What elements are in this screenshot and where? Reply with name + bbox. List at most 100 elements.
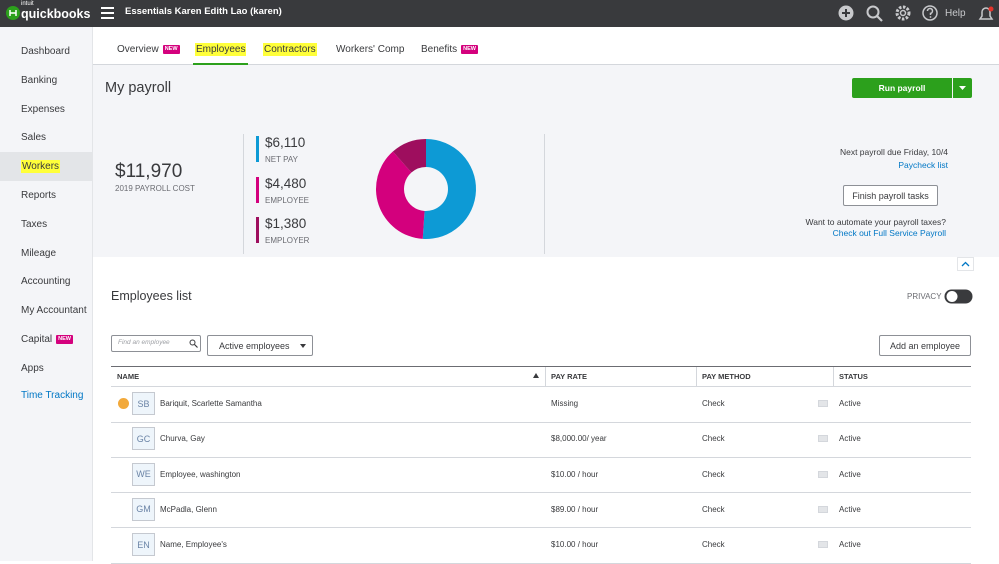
new-badge: NEW	[461, 44, 478, 54]
employee-avatar: GC	[132, 427, 155, 451]
tab[interactable]: Contractors	[263, 43, 317, 65]
privacy-label: PRIVACY	[907, 292, 942, 301]
pay-method-icon	[818, 505, 828, 513]
donut-slice	[392, 139, 426, 173]
toolbar-icons[interactable]	[837, 4, 999, 24]
logo[interactable]: quickbooks	[21, 7, 91, 21]
nav-item[interactable]: Expenses	[0, 95, 93, 124]
logo-icon	[6, 6, 20, 20]
pay-method: Check	[702, 469, 725, 479]
tab-bar: Overview NEW Employees Contractors Workers' …	[93, 27, 999, 65]
menu-icon[interactable]	[101, 7, 115, 19]
breakdown-amount: $1,380	[265, 216, 307, 231]
header-border	[111, 386, 971, 387]
run-payroll-button[interactable]: Run payroll	[852, 78, 952, 98]
nav-label: Expenses	[21, 103, 65, 115]
pay-rate: $10.00 / hour	[551, 469, 599, 479]
nav-item[interactable]: Sales	[0, 123, 93, 152]
nav-item[interactable]: Workers	[0, 152, 93, 182]
nav-item[interactable]: Mileage	[0, 239, 93, 268]
tab[interactable]: Employees	[193, 43, 249, 65]
nav-label: Banking	[21, 74, 58, 86]
pay-rate: Missing	[551, 399, 579, 408]
company-name: Essentials Karen Edith Lao (karen)	[125, 6, 282, 17]
row-border	[111, 527, 971, 529]
run-payroll-dropdown[interactable]	[953, 78, 972, 98]
nav-label: Accounting	[21, 276, 71, 288]
nav-item[interactable]: Capital NEW	[0, 325, 93, 354]
status: Active	[839, 399, 861, 408]
legend-swatch	[256, 176, 259, 203]
help-label[interactable]: Help	[945, 8, 966, 19]
tab-label: Contractors	[263, 43, 317, 56]
pay-rate: $8,000.00/ year	[551, 434, 607, 444]
breakdown-amount: $4,480	[265, 175, 307, 191]
employee-search[interactable]: Find an employee	[111, 335, 201, 352]
tab[interactable]: Workers' Comp	[336, 44, 404, 65]
pay-method: Check	[702, 540, 725, 550]
payroll-total: $11,970	[115, 161, 183, 182]
full-service-link[interactable]: Check out Full Service Payroll	[832, 228, 946, 238]
employee-avatar: GM	[132, 497, 155, 521]
tab-label: Benefits	[421, 44, 458, 55]
nav-label: Time Tracking	[21, 389, 84, 401]
donut-slice	[376, 151, 425, 239]
pay-rate: $89.00 / hour	[551, 504, 599, 514]
breakdown-caption: EMPLOYER	[265, 236, 310, 245]
nav-label: Dashboard	[21, 46, 70, 57]
search-placeholder: Find an employee	[118, 339, 170, 346]
employees-list-title: Employees list	[111, 289, 192, 303]
status-filter-value: Active employees	[219, 341, 290, 351]
tab-label: Overview	[117, 44, 159, 55]
pay-method-icon	[818, 541, 828, 549]
nav-item[interactable]: Taxes	[0, 210, 93, 239]
top-bar: intuit quickbooks Essentials Karen Edith…	[0, 0, 999, 27]
row-border	[111, 456, 971, 458]
nav-item[interactable]: Apps	[0, 354, 93, 383]
employee-name[interactable]: Name, Employee's	[160, 540, 227, 550]
nav-item[interactable]: Dashboard	[0, 37, 93, 66]
collapse-button[interactable]	[957, 257, 974, 271]
sidebar: Dashboard Banking Expenses Sales Workers Repo…	[0, 27, 93, 561]
page-title: My payroll	[105, 80, 172, 96]
payroll-total-caption: 2019 PAYROLL COST	[115, 184, 195, 193]
column-header[interactable]: NAME	[117, 372, 140, 381]
status: Active	[839, 504, 861, 514]
warning-icon	[118, 398, 129, 409]
column-divider	[545, 367, 546, 386]
payroll-summary-panel	[93, 65, 999, 257]
employee-avatar: EN	[132, 533, 155, 557]
employee-avatar: SB	[132, 392, 155, 415]
nav-item[interactable]: Banking	[0, 66, 93, 95]
column-header[interactable]: PAY RATE	[551, 372, 587, 381]
caret	[959, 86, 966, 90]
breakdown-amount: $6,110	[265, 135, 306, 150]
new-badge: NEW	[56, 334, 73, 344]
nav-item[interactable]: Accounting	[0, 267, 93, 296]
employee-name[interactable]: Employee, washington	[160, 469, 241, 479]
pay-method: Check	[702, 434, 725, 444]
nav-item[interactable]: My Accountant	[0, 296, 93, 325]
logo-small: intuit	[21, 1, 34, 7]
tab[interactable]: Overview NEW	[117, 44, 180, 65]
status-filter[interactable]: Active employees	[207, 335, 313, 356]
column-divider	[696, 367, 697, 386]
privacy-toggle[interactable]	[944, 289, 973, 304]
tab[interactable]: Benefits NEW	[421, 44, 478, 65]
row-border	[111, 421, 971, 423]
employee-name[interactable]: Churva, Gay	[160, 434, 205, 444]
column-header[interactable]: PAY METHOD	[702, 372, 751, 381]
employee-name[interactable]: Bariquit, Scarlette Samantha	[160, 399, 262, 408]
caret	[300, 344, 306, 348]
nav-item[interactable]: Reports	[0, 181, 93, 210]
paycheck-list-link[interactable]: Paycheck list	[898, 160, 948, 170]
nav-item[interactable]: Time Tracking	[0, 381, 93, 410]
row-border	[111, 492, 971, 494]
column-header[interactable]: STATUS	[839, 372, 868, 381]
employee-name[interactable]: McPadla, Glenn	[160, 504, 217, 514]
finish-payroll-button[interactable]: Finish payroll tasks	[843, 185, 938, 206]
nav-label: My Accountant	[21, 305, 87, 317]
sort-arrow	[533, 373, 539, 378]
add-employee-button[interactable]: Add an employee	[879, 335, 971, 356]
